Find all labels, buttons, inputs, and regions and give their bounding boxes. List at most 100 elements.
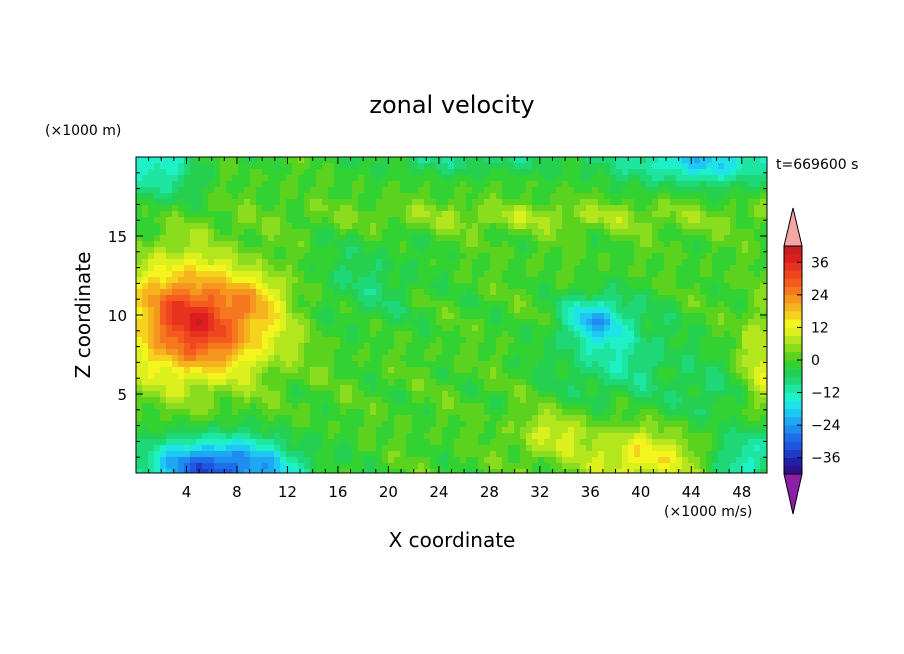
field-cell xyxy=(520,199,527,206)
field-cell xyxy=(544,427,551,434)
field-cell xyxy=(406,157,413,164)
field-cell xyxy=(316,391,323,398)
field-cell xyxy=(214,253,221,260)
field-cell xyxy=(178,259,185,266)
field-cell xyxy=(562,349,569,356)
field-cell xyxy=(274,355,281,362)
field-cell xyxy=(628,409,635,416)
field-cell xyxy=(718,157,725,164)
field-cell xyxy=(322,229,329,236)
field-cell xyxy=(190,343,197,350)
field-cell xyxy=(334,217,341,224)
field-cell xyxy=(172,295,179,302)
field-cell xyxy=(604,265,611,272)
field-cell xyxy=(658,373,665,380)
field-cell xyxy=(652,217,659,224)
field-cell xyxy=(592,301,599,308)
field-cell xyxy=(622,277,629,284)
field-cell xyxy=(256,199,263,206)
field-cell xyxy=(676,247,683,254)
field-cell xyxy=(556,343,563,350)
field-cell xyxy=(406,289,413,296)
field-cell xyxy=(694,415,701,422)
field-cell xyxy=(382,229,389,236)
field-cell xyxy=(286,427,293,434)
field-cell xyxy=(418,397,425,404)
field-cell xyxy=(382,319,389,326)
field-cell xyxy=(292,193,299,200)
field-cell xyxy=(580,385,587,392)
field-cell xyxy=(664,259,671,266)
field-cell xyxy=(526,313,533,320)
field-cell xyxy=(478,427,485,434)
field-cell xyxy=(664,379,671,386)
field-cell xyxy=(448,355,455,362)
field-cell xyxy=(448,415,455,422)
field-cell xyxy=(406,361,413,368)
field-cell xyxy=(394,409,401,416)
field-cell xyxy=(472,181,479,188)
field-cell xyxy=(232,361,239,368)
field-cell xyxy=(724,361,731,368)
field-cell xyxy=(244,193,251,200)
field-cell xyxy=(382,355,389,362)
field-cell xyxy=(214,247,221,254)
field-cell xyxy=(526,199,533,206)
field-cell xyxy=(592,277,599,284)
field-cell xyxy=(646,319,653,326)
field-cell xyxy=(148,325,155,332)
field-cell xyxy=(718,259,725,266)
field-cell xyxy=(214,277,221,284)
field-cell xyxy=(646,295,653,302)
field-cell xyxy=(226,307,233,314)
field-cell xyxy=(724,163,731,170)
field-cell xyxy=(136,157,143,164)
field-cell xyxy=(232,379,239,386)
field-cell xyxy=(154,433,161,440)
field-cell xyxy=(574,181,581,188)
field-cell xyxy=(586,295,593,302)
field-cell xyxy=(478,241,485,248)
field-cell xyxy=(484,307,491,314)
field-cell xyxy=(214,175,221,182)
field-cell xyxy=(652,391,659,398)
field-cell xyxy=(616,349,623,356)
field-cell xyxy=(166,163,173,170)
field-cell xyxy=(628,319,635,326)
field-cell xyxy=(670,295,677,302)
field-cell xyxy=(274,313,281,320)
field-cell xyxy=(754,223,761,230)
field-cell xyxy=(646,229,653,236)
field-cell xyxy=(178,421,185,428)
field-cell xyxy=(496,259,503,266)
field-cell xyxy=(298,175,305,182)
field-cell xyxy=(694,253,701,260)
field-cell xyxy=(538,307,545,314)
field-cell xyxy=(418,271,425,278)
field-cell xyxy=(316,319,323,326)
field-cell xyxy=(520,223,527,230)
field-cell xyxy=(280,355,287,362)
field-cell xyxy=(640,325,647,332)
field-cell xyxy=(442,397,449,404)
field-cell xyxy=(478,415,485,422)
field-cell xyxy=(730,403,737,410)
field-cell xyxy=(160,373,167,380)
field-cell xyxy=(346,193,353,200)
field-cell xyxy=(604,421,611,428)
field-cell xyxy=(496,199,503,206)
field-cell xyxy=(502,373,509,380)
field-cell xyxy=(484,199,491,206)
field-cell xyxy=(538,211,545,218)
field-cell xyxy=(484,337,491,344)
field-cell xyxy=(298,253,305,260)
field-cell xyxy=(634,307,641,314)
field-cell xyxy=(664,325,671,332)
field-cell xyxy=(478,217,485,224)
field-cell xyxy=(550,253,557,260)
field-cell xyxy=(310,349,317,356)
field-cell xyxy=(244,241,251,248)
field-cell xyxy=(502,361,509,368)
field-cell xyxy=(154,367,161,374)
field-cell xyxy=(178,385,185,392)
